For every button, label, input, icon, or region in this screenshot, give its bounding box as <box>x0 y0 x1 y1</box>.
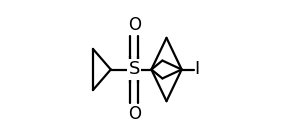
Text: I: I <box>195 60 200 79</box>
Text: O: O <box>128 16 141 34</box>
Text: O: O <box>128 105 141 123</box>
Text: S: S <box>128 60 140 79</box>
